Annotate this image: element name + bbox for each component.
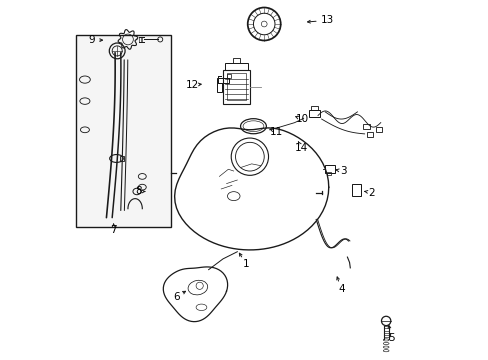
Text: 1: 1 xyxy=(243,259,249,269)
Text: 10: 10 xyxy=(295,114,308,124)
Text: 9: 9 xyxy=(89,35,95,45)
Text: 8: 8 xyxy=(135,186,142,197)
Bar xyxy=(326,172,330,175)
Bar xyxy=(120,156,124,161)
Text: 12: 12 xyxy=(185,80,199,90)
Bar xyxy=(308,110,319,117)
Text: 14: 14 xyxy=(295,143,308,153)
Bar xyxy=(363,124,369,129)
Bar xyxy=(224,63,248,70)
Bar xyxy=(233,58,240,63)
Bar xyxy=(227,73,245,100)
Bar xyxy=(375,127,382,132)
Text: 3: 3 xyxy=(339,166,346,176)
Bar xyxy=(310,106,317,110)
Bar xyxy=(216,83,222,92)
Text: 13: 13 xyxy=(320,15,333,26)
Text: 11: 11 xyxy=(269,127,283,136)
Text: 7: 7 xyxy=(110,225,117,235)
Bar xyxy=(351,184,360,196)
Bar xyxy=(366,132,372,136)
Text: 2: 2 xyxy=(368,188,374,198)
Bar xyxy=(76,35,171,226)
Bar xyxy=(325,165,335,173)
Bar xyxy=(226,74,230,78)
Text: 5: 5 xyxy=(387,333,394,343)
Text: 4: 4 xyxy=(337,284,344,294)
Bar xyxy=(223,70,249,104)
Text: 6: 6 xyxy=(173,292,179,302)
Bar xyxy=(216,78,228,83)
